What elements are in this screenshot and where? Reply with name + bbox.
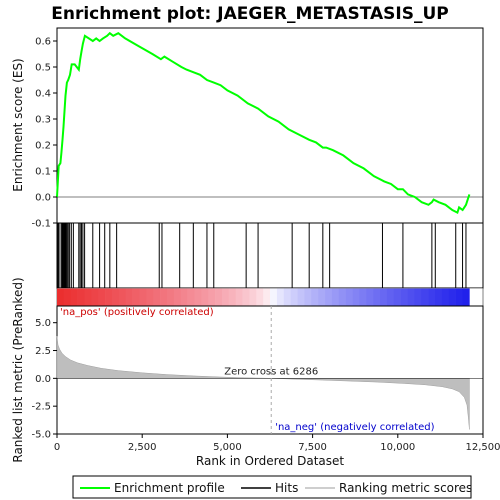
legend-metric-label: Ranking metric scores [339, 481, 472, 495]
x-tick-label: 5,000 [213, 442, 242, 453]
colorbar-segment [318, 288, 326, 306]
colorbar-segment [98, 288, 106, 306]
colorbar-segment [249, 288, 257, 306]
colorbar-segment [201, 288, 209, 306]
es-y-tick-label: 0.1 [35, 167, 51, 178]
zero-cross-label: Zero cross at 6286 [224, 366, 318, 377]
colorbar-segment [256, 288, 264, 306]
colorbar-segment [84, 288, 92, 306]
colorbar-segment [366, 288, 374, 306]
negative-correlation-label: 'na_neg' (negatively correlated) [275, 422, 434, 433]
colorbar-segment [125, 288, 133, 306]
colorbar-segment [448, 288, 456, 306]
metric-y-tick-label: 2.5 [35, 346, 51, 357]
colorbar-segment [187, 288, 195, 306]
positive-correlation-label: 'na_pos' (positively correlated) [60, 307, 214, 318]
legend-hits-label: Hits [275, 481, 298, 495]
metric-y-tick-label: 0.0 [35, 374, 51, 385]
colorbar-segment [380, 288, 388, 306]
colorbar-segment [208, 288, 216, 306]
colorbar-segment [270, 288, 278, 306]
colorbar-segment [435, 288, 443, 306]
colorbar-segment [373, 288, 381, 306]
x-tick-label: 7,500 [298, 442, 327, 453]
colorbar-segment [414, 288, 422, 306]
colorbar-segment [331, 288, 340, 306]
colorbar-segment [276, 288, 285, 306]
x-tick-label: 12,500 [466, 442, 500, 453]
colorbar-segment [173, 288, 182, 306]
colorbar-segment [160, 288, 168, 306]
colorbar-segment [70, 288, 78, 306]
colorbar-segment [345, 288, 353, 306]
colorbar-segment [132, 288, 140, 306]
colorbar-segment [91, 288, 99, 306]
colorbar-segment [194, 288, 202, 306]
colorbar-segment [325, 288, 333, 306]
colorbar-segment [311, 288, 319, 306]
x-tick-label: 0 [54, 442, 60, 453]
colorbar-segment [111, 288, 120, 306]
hits-marks [57, 223, 467, 288]
colorbar-segment [386, 288, 395, 306]
chart-title: Enrichment plot: JAEGER_METASTASIS_UP [51, 4, 448, 24]
colorbar-segment [428, 288, 436, 306]
x-tick-label: 10,000 [380, 442, 415, 453]
colorbar-segment [139, 288, 147, 306]
rank-colorbar [57, 288, 470, 306]
enrichment-profile-line [56, 31, 471, 215]
es-y-tick-label: 0.0 [35, 193, 51, 204]
colorbar-segment [297, 288, 305, 306]
colorbar-segment [63, 288, 72, 306]
colorbar-segment [57, 288, 65, 306]
colorbar-segment [283, 288, 291, 306]
colorbar-segment [359, 288, 367, 306]
colorbar-segment [221, 288, 230, 306]
es-y-tick-label: -0.1 [31, 219, 51, 230]
legend-enrichment-label: Enrichment profile [114, 481, 225, 495]
legend: Enrichment profile Hits Ranking metric s… [72, 475, 472, 499]
es-y-tick-label: 0.5 [35, 63, 51, 74]
colorbar-segment [153, 288, 161, 306]
hits-panel-frame [56, 222, 484, 289]
colorbar-segment [105, 288, 113, 306]
colorbar-segment [215, 288, 223, 306]
colorbar-segment [393, 288, 401, 306]
colorbar-segment [118, 288, 127, 306]
colorbar-segment [462, 288, 470, 306]
es-y-tick-label: 0.6 [35, 37, 51, 48]
x-tick-label: 2,500 [128, 442, 157, 453]
x-axis-title: Rank in Ordered Dataset [196, 454, 344, 468]
metric-y-tick-label: 5.0 [35, 318, 51, 329]
metric-y-tick-label: -2.5 [31, 402, 51, 413]
es-y-tick-label: 0.2 [35, 141, 51, 152]
colorbar-segment [166, 288, 175, 306]
colorbar-segment [228, 288, 236, 306]
colorbar-segment [400, 288, 408, 306]
es-axis-title: Enrichment score (ES) [11, 58, 25, 191]
colorbar-segment [290, 288, 298, 306]
colorbar-segment [352, 288, 360, 306]
colorbar-segment [421, 288, 429, 306]
colorbar-segment [146, 288, 154, 306]
colorbar-segment [242, 288, 250, 306]
colorbar-segment [77, 288, 85, 306]
colorbar-segment [407, 288, 415, 306]
es-y-tick-label: 0.3 [35, 115, 51, 126]
ranking-metric-area [56, 336, 470, 430]
metric-y-tick-label: -5.0 [31, 430, 51, 441]
es-panel-frame [56, 27, 484, 224]
es-y-tick-label: 0.4 [35, 89, 51, 100]
metric-axis-title: Ranked list metric (PreRanked) [11, 277, 25, 462]
colorbar-segment [304, 288, 312, 306]
colorbar-segment [235, 288, 243, 306]
colorbar-segment [263, 288, 271, 306]
colorbar-segment [338, 288, 346, 306]
colorbar-segment [180, 288, 188, 306]
legend-box [72, 475, 472, 499]
colorbar-segment [455, 288, 463, 306]
colorbar-segment [441, 288, 450, 306]
